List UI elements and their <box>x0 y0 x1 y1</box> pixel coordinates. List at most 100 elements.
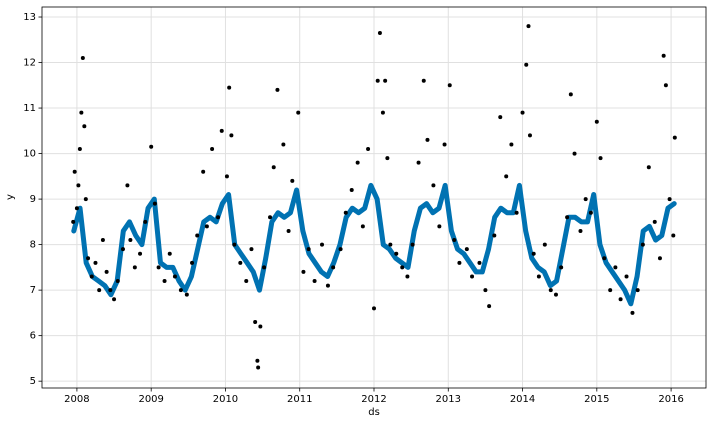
data-point <box>143 219 148 224</box>
data-point <box>249 247 254 252</box>
data-point <box>366 147 371 152</box>
data-point <box>383 78 388 83</box>
data-point <box>652 219 657 224</box>
data-point <box>325 283 330 288</box>
data-point <box>100 238 105 243</box>
data-point <box>195 233 200 238</box>
data-point <box>201 169 206 174</box>
data-point <box>421 78 426 83</box>
data-point <box>578 228 583 233</box>
data-point <box>281 142 286 147</box>
data-point <box>425 137 430 142</box>
data-point <box>410 242 415 247</box>
data-point <box>83 197 88 202</box>
data-point <box>132 265 137 270</box>
data-point <box>290 178 295 183</box>
data-point <box>172 274 177 279</box>
x-tick-label: 2009 <box>138 394 163 405</box>
data-point <box>80 55 85 60</box>
data-point <box>602 256 607 261</box>
x-tick-label: 2010 <box>213 394 238 405</box>
x-tick-label: 2013 <box>436 394 461 405</box>
data-point <box>464 247 469 252</box>
x-tick-label: 2008 <box>64 394 89 405</box>
y-tick-label: 13 <box>23 12 36 23</box>
data-point <box>618 297 623 302</box>
data-point <box>296 110 301 115</box>
data-point <box>258 324 263 329</box>
data-point <box>184 292 189 297</box>
y-tick-label: 10 <box>23 149 36 160</box>
data-point <box>470 274 475 279</box>
data-point <box>385 156 390 161</box>
y-tick-label: 11 <box>23 103 36 114</box>
data-point <box>598 156 603 161</box>
data-point <box>76 183 81 188</box>
data-point <box>178 288 183 293</box>
x-axis-label: ds <box>368 407 380 418</box>
data-point <box>204 224 209 229</box>
marks-layer <box>71 24 677 370</box>
data-point <box>331 265 336 270</box>
data-point <box>271 165 276 170</box>
data-point <box>229 133 234 138</box>
data-point <box>524 62 529 67</box>
x-tick-label: 2012 <box>361 394 386 405</box>
data-point <box>559 265 564 270</box>
data-point <box>360 224 365 229</box>
data-point <box>514 210 519 215</box>
data-point <box>349 187 354 192</box>
data-point <box>509 142 514 147</box>
data-point <box>338 247 343 252</box>
data-point <box>77 147 82 152</box>
data-point <box>527 133 532 138</box>
data-point <box>244 279 249 284</box>
data-point <box>583 197 588 202</box>
data-point <box>320 242 325 247</box>
x-tick-label: 2014 <box>510 394 535 405</box>
data-point <box>375 78 380 83</box>
data-point <box>232 242 237 247</box>
data-point <box>104 269 109 274</box>
data-point <box>343 210 348 215</box>
data-point <box>112 297 117 302</box>
data-point <box>71 219 76 224</box>
data-point <box>115 279 120 284</box>
y-tick-label: 6 <box>30 331 36 342</box>
data-point <box>405 274 410 279</box>
data-point <box>657 256 662 261</box>
data-point <box>394 251 399 256</box>
data-point <box>156 265 161 270</box>
data-point <box>74 206 79 211</box>
data-point <box>89 274 94 279</box>
data-point <box>312 279 317 284</box>
data-point <box>492 233 497 238</box>
data-point <box>572 151 577 156</box>
data-point <box>498 115 503 120</box>
x-tick-label: 2015 <box>584 394 609 405</box>
data-point <box>72 169 77 174</box>
data-point <box>565 215 570 220</box>
data-point <box>253 319 258 324</box>
data-point <box>262 265 267 270</box>
data-point <box>219 128 224 133</box>
data-point <box>306 247 311 252</box>
data-point <box>97 288 102 293</box>
data-point <box>380 110 385 115</box>
data-point <box>613 265 618 270</box>
data-point <box>268 215 273 220</box>
data-point <box>640 242 645 247</box>
data-point <box>216 215 221 220</box>
data-point <box>400 265 405 270</box>
y-tick-label: 5 <box>30 376 36 387</box>
data-point <box>635 288 640 293</box>
x-tick-label: 2011 <box>287 394 312 405</box>
data-point <box>431 183 436 188</box>
data-point <box>646 165 651 170</box>
y-tick-label: 7 <box>30 285 36 296</box>
data-point <box>301 269 306 274</box>
data-point <box>624 274 629 279</box>
data-point <box>377 30 382 35</box>
data-point <box>542 242 547 247</box>
